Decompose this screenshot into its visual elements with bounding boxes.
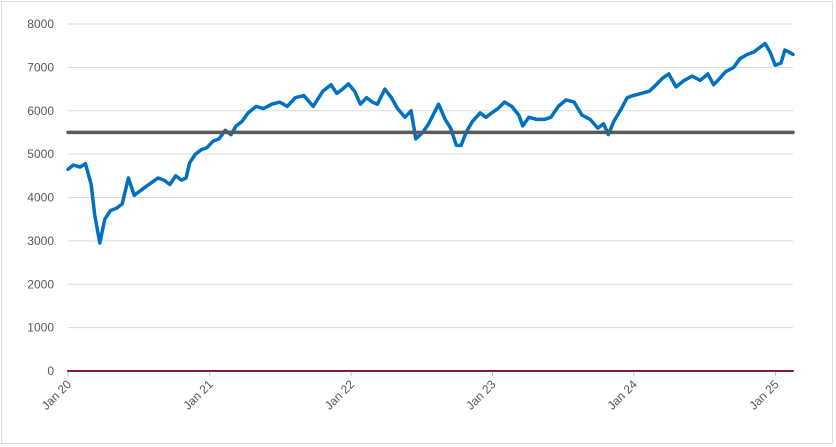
series-lines <box>66 41 795 372</box>
y-tick-label: 5000 <box>27 147 54 161</box>
y-tick-label: 7000 <box>27 60 54 74</box>
y-tick-label: 1000 <box>27 321 54 335</box>
y-tick-label: 8000 <box>27 17 54 31</box>
y-tick-label: 4000 <box>27 191 54 205</box>
y-tick-label: 6000 <box>27 104 54 118</box>
y-tick-label: 0 <box>47 364 54 378</box>
x-tick-label: Jan 23 <box>463 377 499 413</box>
x-tick-label: Jan 21 <box>180 377 216 413</box>
gridlines <box>68 23 793 329</box>
series-line-index <box>66 41 795 245</box>
y-axis-tick-labels: 0 1000 2000 3000 4000 5000 6000 7000 8000 <box>27 17 54 378</box>
x-tick-label: Jan 22 <box>322 377 358 413</box>
x-axis-tick-labels: Jan 20 Jan 21 Jan 22 Jan 23 Jan 24 Jan 25 <box>39 371 782 413</box>
y-tick-label: 2000 <box>27 277 54 291</box>
x-tick-label: Jan 25 <box>746 377 782 413</box>
x-tick-label: Jan 20 <box>39 377 75 413</box>
y-tick-label: 3000 <box>27 234 54 248</box>
x-tick-label: Jan 24 <box>605 377 641 413</box>
